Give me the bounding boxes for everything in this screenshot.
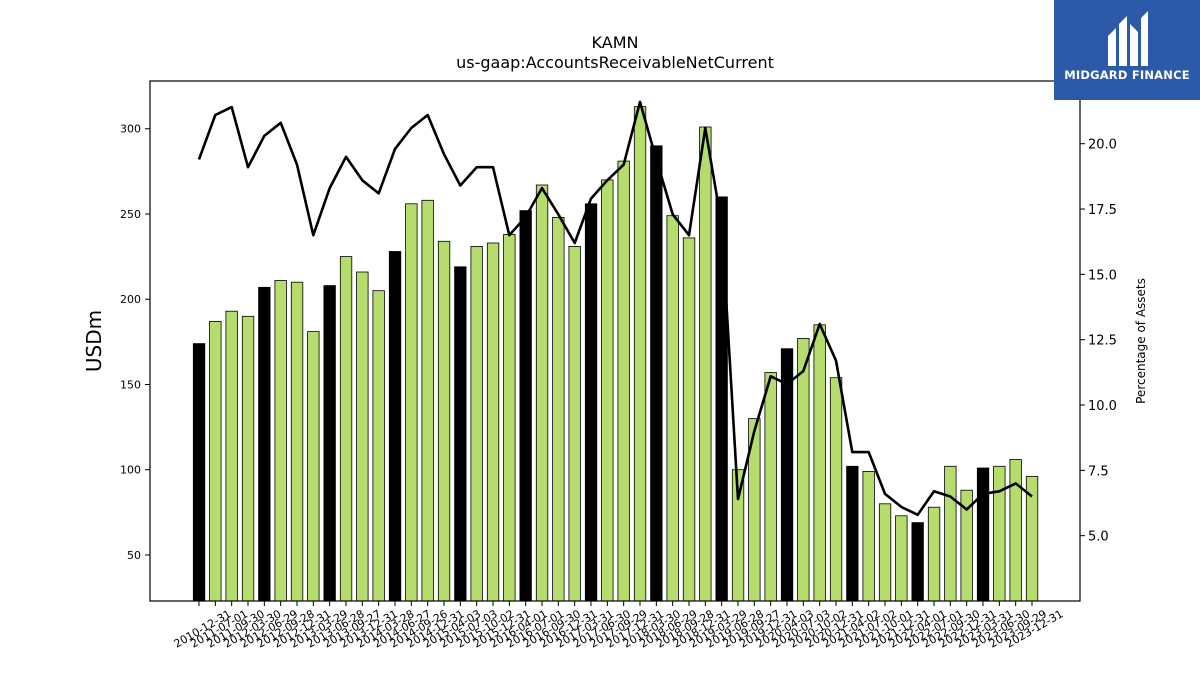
bar-27	[633, 106, 647, 602]
bar-35	[764, 372, 777, 602]
bar-26	[617, 160, 630, 602]
bar-2	[225, 310, 238, 602]
bar-41	[862, 470, 875, 602]
x-axis-ticks: 2010-12-312011-07-012011-09-302012-03-30…	[172, 601, 1066, 651]
bar-4	[258, 286, 271, 602]
bar-12	[388, 251, 402, 602]
bar-24	[584, 203, 598, 602]
bar-0	[192, 343, 206, 602]
y2-tick-label-0: 5.0	[1088, 530, 1109, 545]
y2-tick-label-6: 20.0	[1088, 138, 1117, 153]
bar-16	[454, 266, 467, 602]
bar-25	[601, 179, 614, 602]
bar-42	[878, 503, 892, 602]
y2-tick-label-1: 7.5	[1088, 464, 1109, 479]
y-tick-label-0: 50	[127, 549, 141, 562]
bar-32	[715, 196, 728, 602]
chart-title: KAMN	[592, 33, 639, 52]
y2-tick-label-4: 15.0	[1088, 268, 1117, 283]
y-tick-label-2: 150	[120, 378, 141, 391]
line-layer	[197, 100, 1033, 517]
bar-38	[813, 324, 826, 602]
y-tick-label-5: 300	[120, 123, 141, 136]
bar-31	[699, 126, 712, 602]
bar-15	[437, 240, 451, 602]
brand-name: MIDGARD FINANCE	[1064, 68, 1190, 82]
bar-45	[927, 506, 941, 602]
bar-23	[568, 245, 581, 602]
bar-29	[666, 215, 679, 602]
y2-tick-label-3: 12.5	[1088, 334, 1117, 349]
bar-28	[650, 145, 663, 602]
brand-logo: MIDGARD FINANCE	[1054, 0, 1200, 100]
bar-5	[274, 280, 287, 602]
bar-48	[976, 467, 990, 602]
bar-49	[993, 465, 1006, 602]
bar-9	[339, 256, 353, 602]
bar-19	[503, 233, 516, 602]
bar-11	[372, 290, 385, 602]
y-tick-label-4: 250	[120, 208, 141, 221]
midgard-logo-icon	[1108, 11, 1148, 66]
y-axis-label: USDm	[82, 310, 106, 372]
bar-18	[486, 242, 500, 602]
bar-43	[895, 515, 908, 602]
bar-6	[290, 281, 304, 602]
bars-layer	[192, 106, 1039, 602]
right-axis-ticks: 5.0 7.5 10.0 12.5 15.0 17.5 20.0	[1080, 138, 1117, 545]
bar-36	[780, 348, 794, 602]
left-axis-ticks: 50 100 150 200 250 300	[120, 123, 150, 562]
bar-10	[356, 271, 369, 602]
bar-40	[846, 465, 859, 602]
chart-subtitle: us-gaap:AccountsReceivableNetCurrent	[456, 53, 774, 72]
bar-22	[552, 216, 565, 602]
bar-8	[323, 285, 336, 602]
y2-axis-label: Percentage of Assets	[1134, 278, 1148, 404]
plot-frame	[149, 80, 1081, 602]
bar-50	[1009, 459, 1022, 602]
bar-46	[944, 465, 957, 602]
bar-7	[307, 331, 320, 602]
y-tick-label-1: 100	[120, 464, 141, 477]
bar-20	[519, 210, 532, 602]
bar-44	[911, 522, 924, 602]
y2-tick-label-5: 17.5	[1088, 203, 1117, 218]
bar-13	[405, 203, 418, 602]
bar-30	[682, 237, 696, 602]
bar-39	[829, 377, 843, 602]
bar-14	[421, 199, 434, 602]
bar-1	[209, 320, 222, 602]
bar-17	[470, 245, 483, 602]
bar-3	[241, 315, 255, 602]
bar-37	[797, 337, 810, 602]
percentage-of-assets-line	[197, 100, 1033, 517]
y-tick-label-3: 200	[120, 293, 141, 306]
y2-tick-label-2: 10.0	[1088, 399, 1117, 414]
bar-21	[535, 184, 549, 602]
